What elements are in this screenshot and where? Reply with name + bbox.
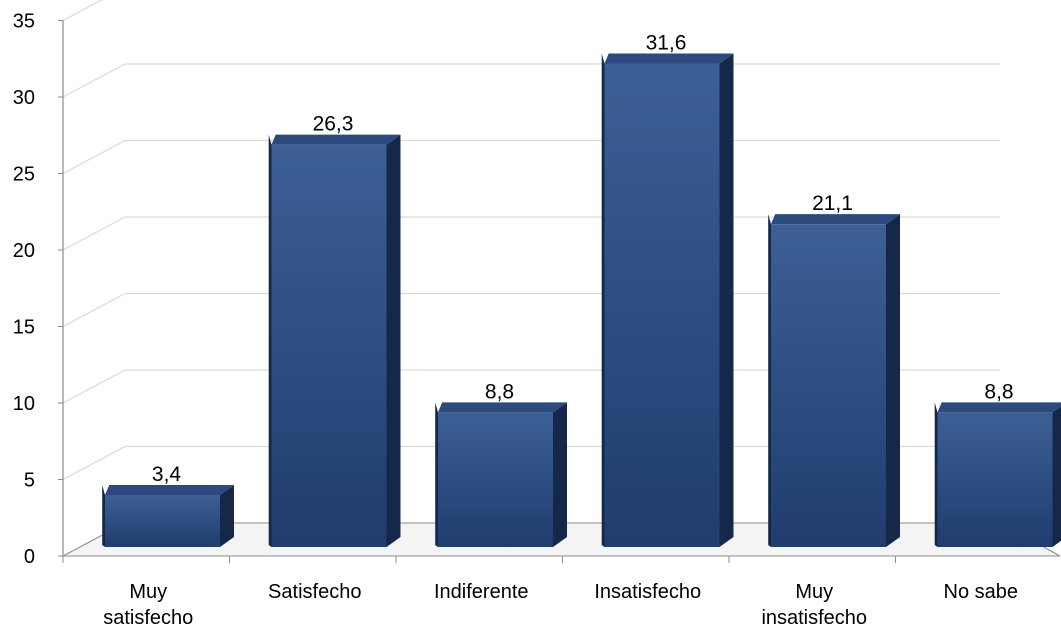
bar-top xyxy=(438,402,567,413)
x-tick-label: Muy xyxy=(129,581,167,603)
data-label: 31,6 xyxy=(646,32,687,55)
bar-side xyxy=(220,484,234,547)
labels: 3,4 26,3 8,8 31,6 21,1 8,8 Muy satisfecho Satisf… xyxy=(103,32,1018,629)
gridline-wall xyxy=(62,445,126,481)
data-label: 8,8 xyxy=(485,380,514,403)
bar-top xyxy=(604,53,734,64)
bar xyxy=(438,412,553,547)
bar xyxy=(771,224,886,548)
x-tick-label: insatisfecho xyxy=(761,607,867,629)
gridline-wall xyxy=(62,369,126,404)
bar-edge xyxy=(601,53,605,548)
bar-top xyxy=(937,402,1061,413)
data-label: 21,1 xyxy=(812,192,853,215)
y-tick-label: 20 xyxy=(13,240,35,262)
x-tick-label: No sabe xyxy=(944,581,1019,603)
x-tick-label: Muy xyxy=(795,581,833,603)
y-tick-label: 25 xyxy=(13,164,35,186)
y-tick-label: 30 xyxy=(13,87,35,109)
gridline-wall xyxy=(62,139,126,175)
bar xyxy=(105,494,220,547)
bar-side xyxy=(719,53,734,548)
y-tick-label: 15 xyxy=(13,317,35,339)
bar-edge xyxy=(934,402,938,547)
bar xyxy=(271,144,387,548)
bar-side xyxy=(386,134,401,548)
gridline-wall xyxy=(62,0,103,22)
bar-edge xyxy=(435,402,438,547)
x-tick-label: Indiferente xyxy=(434,581,529,603)
data-label: 8,8 xyxy=(984,380,1013,403)
bar-top xyxy=(771,214,900,225)
bar-top xyxy=(271,134,401,145)
gridline-wall xyxy=(62,216,126,251)
bar xyxy=(937,412,1053,547)
x-tick-label: Insatisfecho xyxy=(594,581,701,603)
y-tick-label: 10 xyxy=(13,393,35,415)
bar-side xyxy=(553,402,567,547)
bar-top xyxy=(105,484,234,495)
gridline-wall xyxy=(62,292,126,328)
data-label: 26,3 xyxy=(313,113,354,136)
y-tick-label: 5 xyxy=(24,470,35,492)
data-label: 3,4 xyxy=(152,463,182,486)
gridline-wall xyxy=(62,63,126,98)
bars xyxy=(102,53,1061,548)
bar-edge xyxy=(268,134,272,548)
bar-edge xyxy=(768,214,771,548)
y-tick-label: 0 xyxy=(24,546,35,568)
bar xyxy=(604,63,720,548)
x-tick-label: Satisfecho xyxy=(268,581,361,603)
bar-side xyxy=(886,214,900,548)
bar-side xyxy=(1052,406,1061,547)
y-tick-label: 35 xyxy=(13,11,35,33)
x-tick-label: satisfecho xyxy=(103,607,193,629)
bar-edge xyxy=(102,484,105,547)
